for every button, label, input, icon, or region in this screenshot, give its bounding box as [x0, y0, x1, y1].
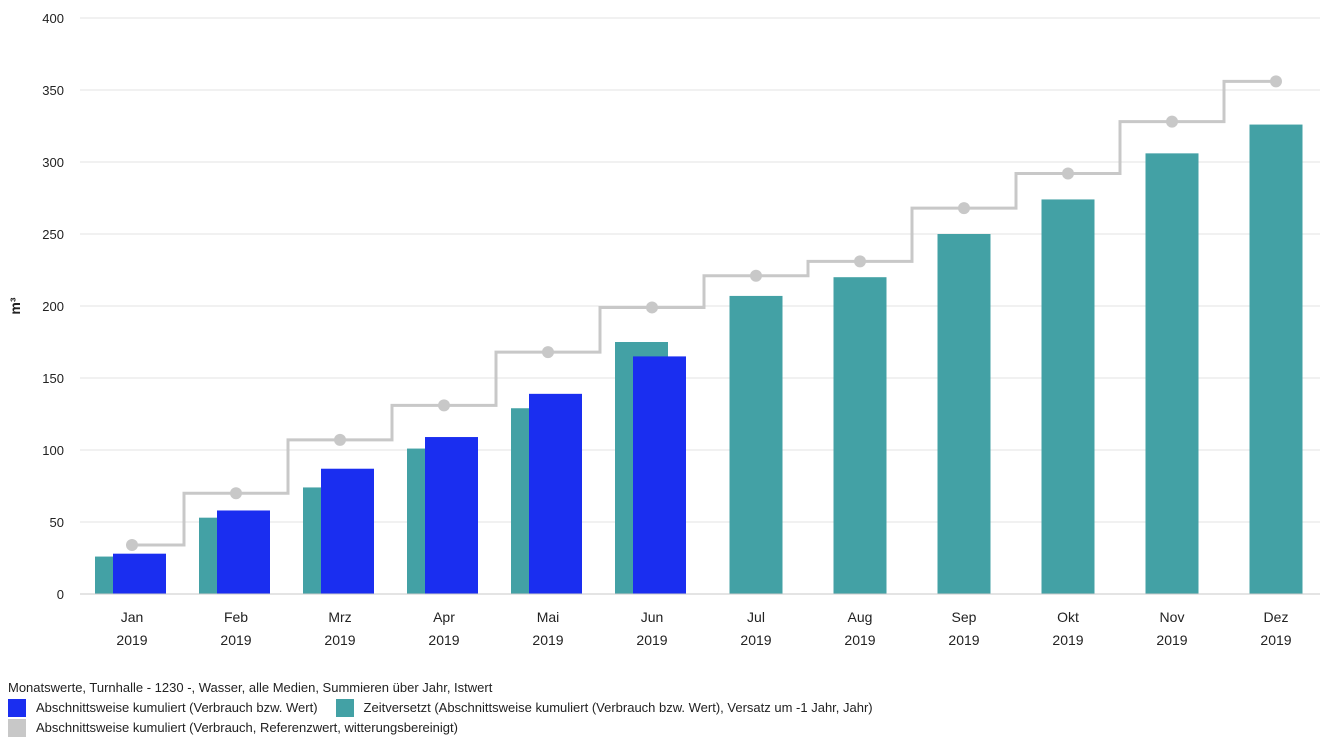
- bar-offset: [1041, 199, 1095, 594]
- bar-cumulative: [217, 510, 270, 594]
- reference-point: [750, 269, 762, 282]
- reference-step-line: [132, 79, 1276, 547]
- legend-caption: Monatswerte, Turnhalle - 1230 -, Wasser,…: [8, 680, 493, 695]
- bar-cumulative: [529, 393, 582, 594]
- x-tick-label-year: 2019: [1260, 632, 1291, 648]
- reference-point: [1166, 115, 1178, 128]
- bar-cumulative: [425, 437, 478, 594]
- reference-point: [438, 399, 450, 412]
- legend: Monatswerte, Turnhalle - 1230 -, Wasser,…: [8, 678, 891, 738]
- y-tick-label: 100: [42, 443, 64, 458]
- bar-offset: [1145, 153, 1199, 595]
- bar-cumulative: [321, 468, 374, 594]
- x-tick-label-year: 2019: [116, 632, 147, 648]
- y-tick-label: 350: [42, 83, 64, 98]
- x-tick-label-month: Mrz: [328, 609, 351, 625]
- legend-row-1: Abschnittsweise kumuliert (Verbrauch bzw…: [8, 698, 891, 718]
- reference-point: [1062, 167, 1074, 180]
- bar-offset: [937, 234, 991, 594]
- x-tick-label-month: Nov: [1160, 609, 1185, 625]
- reference-point: [230, 487, 242, 500]
- reference-point: [126, 539, 138, 552]
- legend-label-cumulative: Abschnittsweise kumuliert (Verbrauch bzw…: [36, 700, 318, 715]
- legend-label-reference: Abschnittsweise kumuliert (Verbrauch, Re…: [36, 720, 458, 735]
- x-tick-label-year: 2019: [428, 632, 459, 648]
- legend-row-2: Abschnittsweise kumuliert (Verbrauch, Re…: [8, 718, 891, 738]
- y-tick-label: 300: [42, 155, 64, 170]
- y-tick-label: 50: [50, 515, 64, 530]
- x-tick-label-year: 2019: [220, 632, 251, 648]
- legend-swatch-offset: [335, 699, 354, 717]
- x-tick-label-month: Sep: [952, 609, 977, 625]
- x-tick-label-month: Mai: [537, 609, 560, 625]
- legend-item-offset[interactable]: Zeitversetzt (Abschnittsweise kumuliert …: [335, 698, 873, 718]
- bar-offset: [1249, 124, 1303, 594]
- reference-point: [334, 433, 346, 446]
- legend-swatch-reference: [8, 719, 26, 737]
- reference-point: [854, 255, 866, 268]
- x-tick-label-month: Okt: [1057, 609, 1079, 625]
- bar-offset: [833, 277, 887, 594]
- bar-cumulative: [633, 356, 686, 594]
- y-tick-label: 200: [42, 299, 64, 314]
- x-tick-label-year: 2019: [844, 632, 875, 648]
- legend-item-cumulative[interactable]: Abschnittsweise kumuliert (Verbrauch bzw…: [8, 698, 318, 718]
- x-tick-label-year: 2019: [948, 632, 979, 648]
- chart: 0 50 100 150 200 250 300 350 400 m³ Jan 2019 Feb 2019…: [7, 11, 1320, 648]
- bar-offset: [729, 295, 783, 594]
- x-tick-label-month: Jan: [121, 609, 144, 625]
- x-tick-label-month: Apr: [433, 609, 455, 625]
- x-tick-label-year: 2019: [1052, 632, 1083, 648]
- x-tick-label-month: Jul: [747, 609, 765, 625]
- reference-point: [1270, 75, 1282, 88]
- x-tick-label-year: 2019: [740, 632, 771, 648]
- legend-label-offset: Zeitversetzt (Abschnittsweise kumuliert …: [363, 700, 873, 715]
- x-tick-label-month: Aug: [848, 609, 873, 625]
- y-axis-label: m³: [7, 297, 23, 314]
- legend-swatch-cumulative: [8, 699, 26, 717]
- legend-item-reference[interactable]: Abschnittsweise kumuliert (Verbrauch, Re…: [8, 718, 458, 738]
- x-tick-label-year: 2019: [532, 632, 563, 648]
- y-tick-label: 400: [42, 11, 64, 26]
- x-tick-label-year: 2019: [324, 632, 355, 648]
- y-tick-label: 150: [42, 371, 64, 386]
- x-tick-label-month: Feb: [224, 609, 248, 625]
- reference-point: [542, 346, 554, 359]
- y-tick-label: 0: [57, 587, 64, 602]
- x-tick-label-month: Jun: [641, 609, 664, 625]
- x-tick-label-year: 2019: [1156, 632, 1187, 648]
- reference-point: [646, 301, 658, 314]
- y-tick-label: 250: [42, 227, 64, 242]
- x-tick-label-month: Dez: [1264, 609, 1289, 625]
- x-tick-label-year: 2019: [636, 632, 667, 648]
- reference-point: [958, 202, 970, 215]
- bar-cumulative: [113, 553, 166, 594]
